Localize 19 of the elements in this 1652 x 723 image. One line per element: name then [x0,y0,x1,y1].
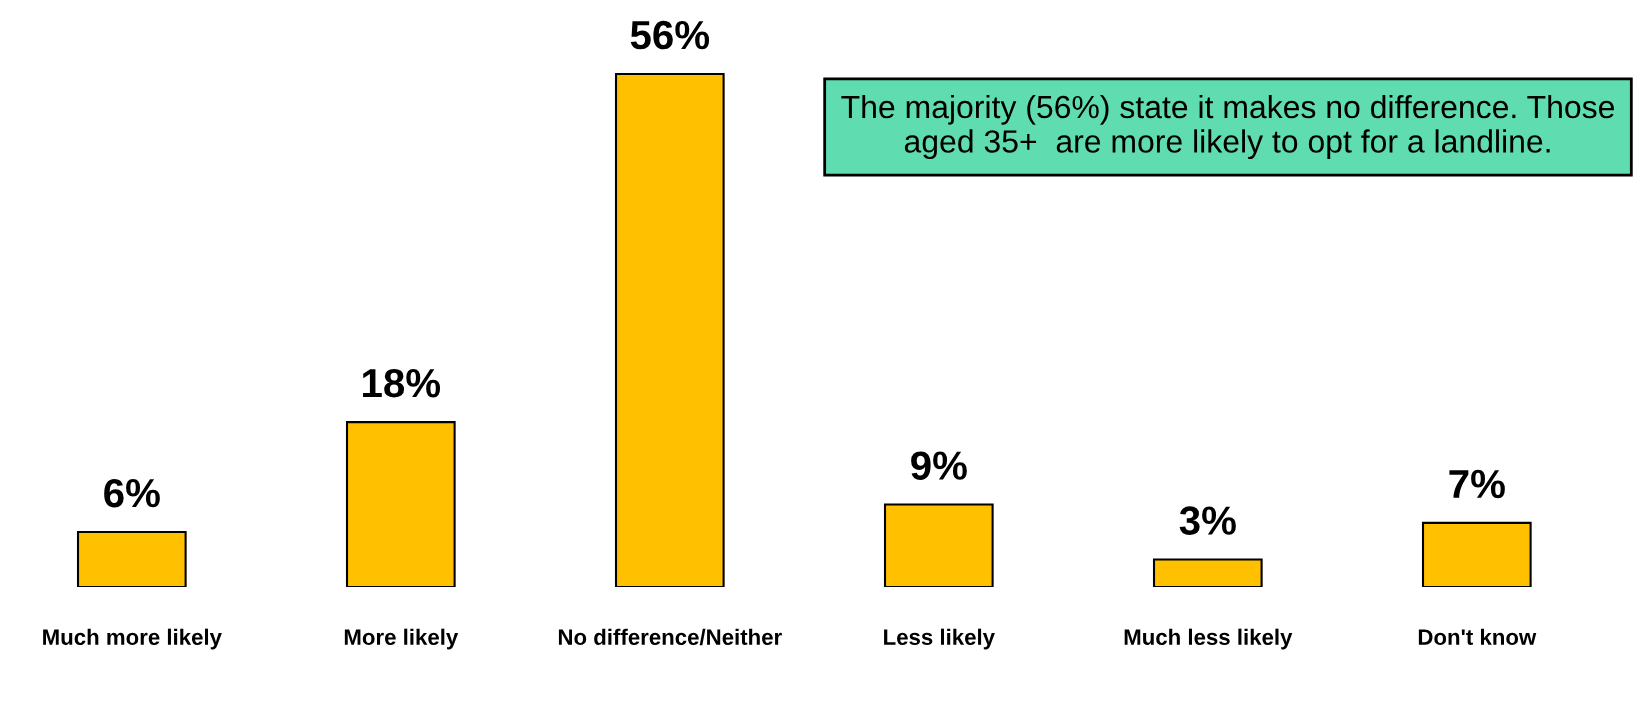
x-tick-label: Much more likely [43,628,222,650]
x-tick-label: No difference/Neither [558,628,782,646]
x-tick-label: Don't know [1418,628,1537,645]
x-tick-label: Less likely [884,628,995,650]
bar [1152,558,1263,587]
data-label: 56% [630,20,710,50]
bar [1421,521,1532,587]
data-label: 18% [363,368,441,398]
data-label: 3% [1179,506,1236,535]
x-tick-label: More likely [344,628,459,650]
x-tick-label: Much less likely [1124,628,1293,650]
bar [345,421,456,587]
bar [883,503,994,587]
bar [614,72,725,587]
data-label: 7% [1449,469,1505,499]
bar [76,530,187,587]
data-label: 9% [911,451,967,480]
data-label: 6% [104,478,160,508]
annotation: The majority (56%) state it makes no difference. Those aged 35+ are more likely to opt for a landline. [841,94,1614,160]
